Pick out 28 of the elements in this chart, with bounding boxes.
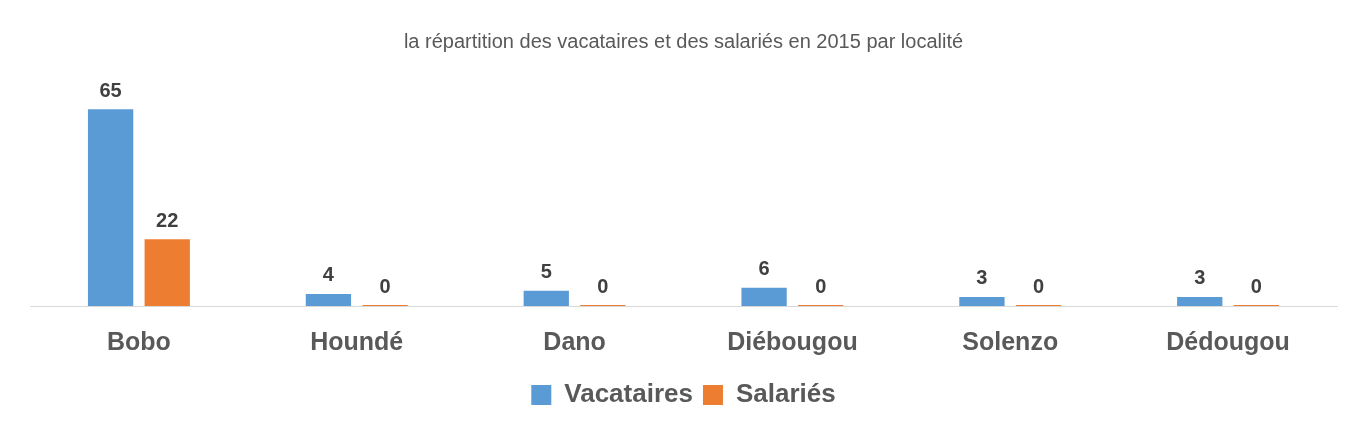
data-label: 3 (976, 266, 988, 289)
bar (305, 293, 352, 306)
x-tick-label: Solenzo (962, 326, 1059, 355)
x-tick-label: Dédougou (1166, 326, 1290, 355)
bar (741, 287, 787, 306)
x-tick-label: Houndé (310, 326, 404, 355)
data-label: 4 (322, 263, 335, 286)
data-label: 65 (99, 78, 122, 101)
chart-title: la répartition des vacataires et des salariés en 2015 par localité (403, 29, 964, 52)
data-label: 3 (1194, 266, 1206, 289)
bar (144, 239, 190, 306)
data-label: 5 (540, 260, 552, 283)
x-tick-label: Bobo (106, 326, 171, 355)
bar (87, 109, 134, 306)
x-tick-label: Dano (543, 326, 606, 355)
data-label: 0 (815, 274, 827, 297)
legend-label: Salariés (735, 378, 836, 409)
x-tick-label: Diébougou (727, 326, 858, 355)
data-label: 0 (379, 274, 391, 297)
data-label: 0 (1033, 274, 1045, 297)
data-label: 6 (758, 257, 770, 280)
bar (523, 290, 569, 306)
bar (1177, 296, 1223, 306)
data-label: 0 (597, 274, 609, 297)
data-label: 22 (156, 208, 179, 231)
bar (959, 296, 1005, 306)
data-label: 0 (1250, 274, 1262, 297)
legend-label: Vacataires (564, 378, 693, 409)
